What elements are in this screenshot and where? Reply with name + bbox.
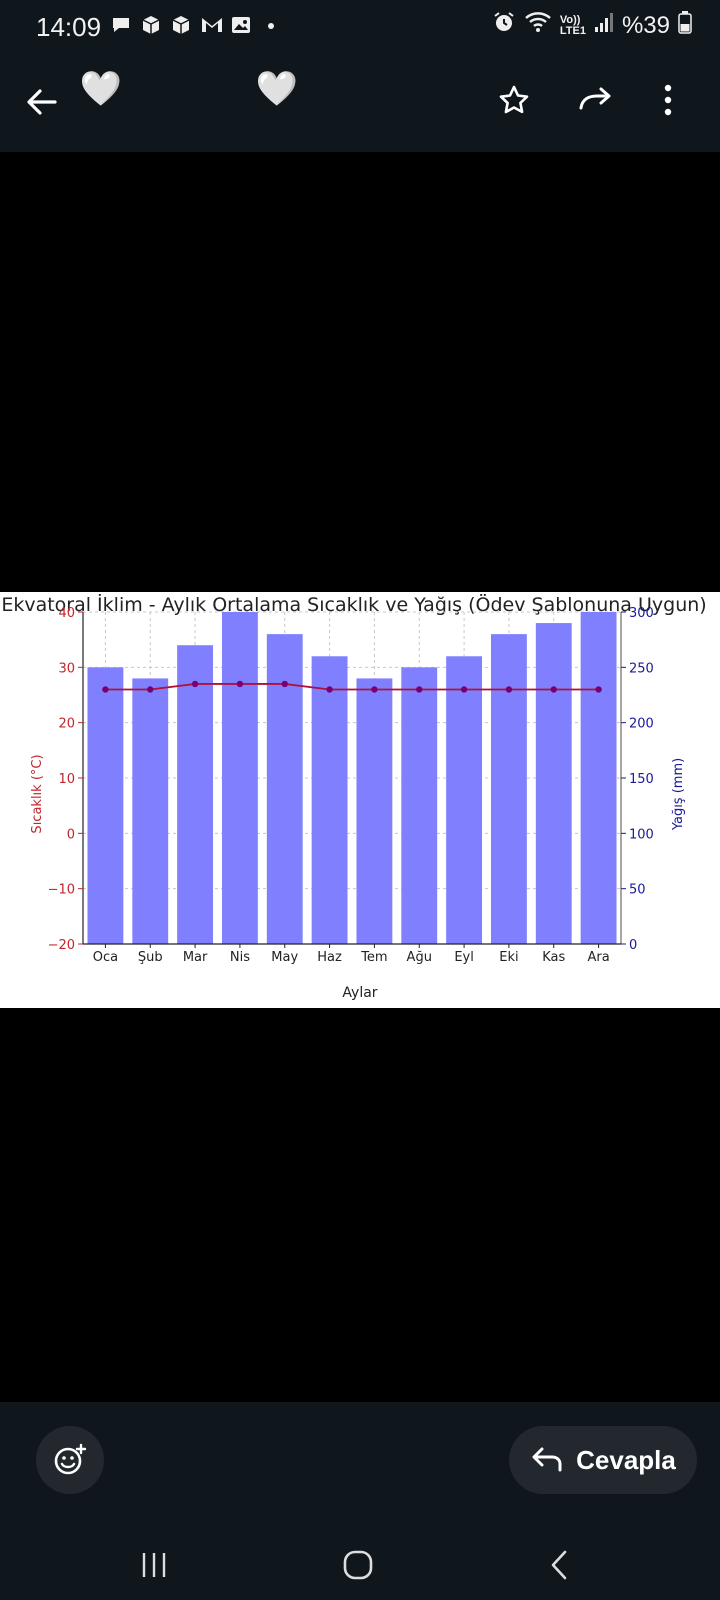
precip-bar [87,667,124,944]
y-right-tick-label: 300 [629,606,654,621]
y-left-tick-label: 40 [58,606,75,621]
x-tick-label: Eki [499,950,518,965]
precip-bar [580,612,617,944]
network-type: Vo)) LTE1 [559,13,586,37]
recents-button[interactable] [124,1540,184,1590]
temp-marker [236,680,244,688]
more-button[interactable] [650,76,686,124]
temp-marker [505,686,513,693]
temp-marker [102,686,109,693]
precip-bar [535,623,572,944]
x-tick-label: Eyl [454,950,474,965]
y-axis-left-label: Sıcaklık (°C) [30,754,45,833]
temp-marker [147,686,154,693]
forward-button[interactable] [572,76,620,124]
dot-icon [260,14,282,36]
temp-marker [191,680,199,688]
precip-bar [446,656,483,944]
battery-icon [678,10,692,41]
temp-marker [326,686,333,693]
y-right-tick-label: 200 [629,717,654,732]
status-bar: 14:09 Vo)) LTE1 [0,0,720,52]
reply-button[interactable]: Cevapla [509,1426,697,1494]
battery-percent: %39 [621,11,670,39]
recents-icon [142,1553,166,1577]
reply-label: Cevapla [576,1444,676,1475]
y-left-tick-label: 0 [67,827,75,842]
temp-marker [416,686,423,693]
x-tick-label: Haz [317,950,342,965]
back-arrow-icon [27,89,57,115]
chart-image[interactable]: Ekvatoral İklim - Aylık Ortalama Sıcaklı… [0,592,720,1008]
precip-bar [356,678,393,944]
alarm-icon [492,10,516,41]
star-button[interactable] [490,76,538,124]
temp-marker [460,686,468,693]
status-time: 14:09 [36,12,102,42]
app-bar: 🤍 🤍 [0,52,720,152]
x-tick-label: Ağu [407,950,432,965]
forward-icon [579,87,611,110]
precip-bar [266,634,303,944]
chevron-left-icon [551,1550,567,1580]
y-right-tick-label: 0 [629,938,637,953]
y-axis-right-label: Yağış (mm) [671,758,686,831]
home-button[interactable] [328,1540,388,1590]
back-nav-button[interactable] [530,1540,590,1590]
x-tick-label: Oca [93,950,118,965]
back-button[interactable] [18,78,66,126]
more-vertical-icon [664,84,672,116]
climate-chart: Ekvatoral İklim - Aylık Ortalama Sıcaklı… [1,593,706,1001]
temp-marker [550,686,557,693]
precip-bar [490,634,527,944]
y-left-tick-label: 20 [58,717,75,732]
x-tick-label: Şub [138,950,163,965]
x-tick-label: Ara [587,950,609,965]
emoji-add-icon [54,1443,87,1475]
x-axis-label: Aylar [342,985,377,1001]
chat-icon [110,14,132,36]
y-left-tick-label: 30 [58,661,75,676]
signal-icon [594,11,614,40]
precip-bar [401,667,438,944]
temp-marker [281,680,288,688]
reaction-heart-1[interactable]: 🤍 [78,66,124,112]
bottom-bar: Cevapla [0,1402,720,1600]
temp-line [105,683,599,691]
precip-bar [221,612,258,944]
y-right-tick-label: 250 [629,661,654,676]
y-right-tick-label: 50 [629,883,646,898]
gallery-icon [230,14,252,36]
wifi-icon [524,10,552,41]
y-left-tick-label: 10 [58,772,75,787]
precip-bar [311,656,348,944]
status-right: Vo)) LTE1 %39 [492,10,692,41]
temp-marker [595,686,602,693]
y-right-tick-label: 150 [629,772,654,787]
white-heart-icon: 🤍 [255,70,299,108]
add-reaction-button[interactable] [36,1426,104,1494]
precip-bar [177,645,214,944]
x-tick-label: Kas [542,950,565,965]
precip-bar [132,678,169,944]
star-icon [499,85,529,114]
y-left-tick-label: −20 [48,938,75,953]
white-heart-icon: 🤍 [79,70,123,108]
temp-marker [371,686,378,693]
y-right-tick-label: 100 [629,827,654,842]
home-icon [343,1550,373,1580]
notification-icons [110,14,282,36]
package-icon-2 [170,14,192,36]
gmail-icon [200,14,222,36]
chart-title: Ekvatoral İklim - Aylık Ortalama Sıcaklı… [1,593,706,616]
x-tick-label: Nis [230,950,250,965]
y-left-tick-label: −10 [48,883,75,898]
reaction-heart-2[interactable]: 🤍 [254,66,300,112]
x-tick-label: Mar [183,950,208,965]
reply-icon [532,1447,562,1472]
system-nav-bar [0,1532,720,1600]
package-icon [140,14,162,36]
x-tick-label: May [271,950,298,965]
x-tick-label: Tem [360,950,387,965]
